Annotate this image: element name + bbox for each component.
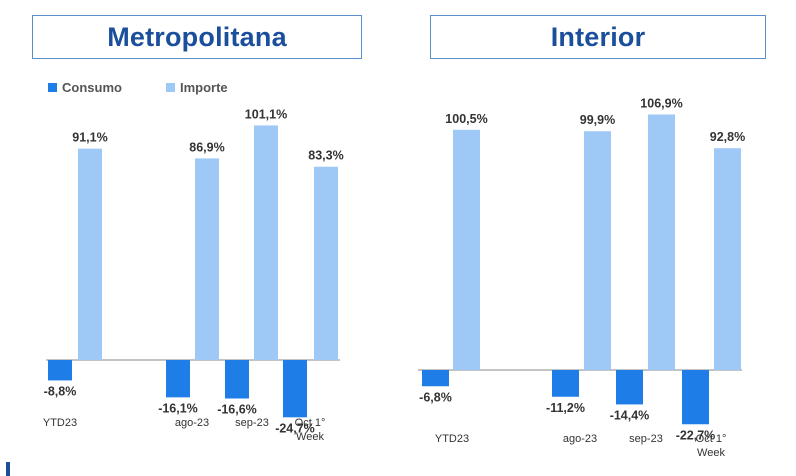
interior-category-ytd23: YTD23: [435, 433, 469, 445]
legend-label-consumo: Consumo: [62, 80, 122, 95]
metro-bar-importe-ytd23: [78, 148, 102, 360]
legend-swatch-importe: [165, 83, 175, 92]
metro-label-consumo-ago-23: -16,1%: [158, 401, 198, 415]
metro-label-consumo-ytd23: -8,8%: [44, 384, 77, 398]
metro-label-importe-sep-23: 101,1%: [245, 107, 287, 121]
metro-bar-importe-oct-1-week: [314, 166, 338, 360]
metro-bar-importe-sep-23: [254, 125, 278, 360]
interior-bar-importe-sep-23: [648, 114, 675, 370]
metro-label-consumo-oct-1-week: -24,7%: [275, 421, 315, 435]
interior-category-oct-1-week: Oct 1° Week: [696, 433, 727, 459]
metro-label-importe-oct-1-week: 83,3%: [308, 149, 343, 163]
interior-title: Interior: [430, 15, 766, 59]
interior-category-sep-23: sep-23: [629, 433, 663, 445]
metro-label-importe-ytd23: 91,1%: [72, 131, 107, 145]
legend-item-consumo: Consumo: [48, 80, 122, 95]
legend-swatch-consumo: [48, 83, 57, 92]
slide-bullet: [6, 462, 10, 476]
metro-label-importe-ago-23: 86,9%: [189, 140, 224, 154]
metro-category-ytd23: YTD23: [43, 417, 77, 429]
interior-bar-importe-oct-1-week: [714, 148, 741, 370]
metro-bar-consumo-sep-23: [225, 360, 249, 399]
metro-category-sep-23: sep-23: [235, 417, 269, 429]
interior-bar-importe-ytd23: [453, 129, 480, 370]
metro-bar-consumo-ytd23: [48, 360, 72, 381]
legend-label-importe: Importe: [179, 80, 228, 95]
interior-label-consumo-sep-23: -14,4%: [610, 408, 650, 422]
interior-bar-consumo-ago-23: [552, 370, 579, 397]
interior-label-importe-ytd23: 100,5%: [445, 112, 487, 126]
metro-label-consumo-sep-23: -16,6%: [217, 403, 257, 417]
interior-label-importe-sep-23: 106,9%: [640, 97, 682, 111]
interior-label-importe-ago-23: 99,9%: [580, 113, 615, 127]
interior-bar-consumo-sep-23: [616, 370, 643, 405]
metro-bar-consumo-oct-1-week: [283, 360, 307, 418]
interior-label-consumo-ago-23: -11,2%: [546, 401, 585, 415]
legend: Consumo Importe: [48, 80, 272, 95]
interior-bar-importe-ago-23: [584, 131, 611, 370]
interior-label-consumo-ytd23: -6,8%: [419, 390, 452, 404]
metro-category-ago-23: ago-23: [175, 417, 209, 429]
metro-bar-consumo-ago-23: [166, 360, 190, 398]
metropolitana-title: Metropolitana: [32, 15, 362, 59]
metro-category-oct-1-week: Oct 1° Week: [295, 417, 326, 443]
interior-category-ago-23: ago-23: [563, 433, 597, 445]
interior-bar-consumo-oct-1-week: [682, 370, 709, 425]
metro-bar-importe-ago-23: [195, 158, 219, 360]
interior-bar-consumo-ytd23: [422, 370, 449, 387]
legend-item-importe: Importe: [165, 80, 228, 95]
interior-label-importe-oct-1-week: 92,8%: [710, 130, 745, 144]
interior-label-consumo-oct-1-week: -22,7%: [676, 428, 716, 442]
